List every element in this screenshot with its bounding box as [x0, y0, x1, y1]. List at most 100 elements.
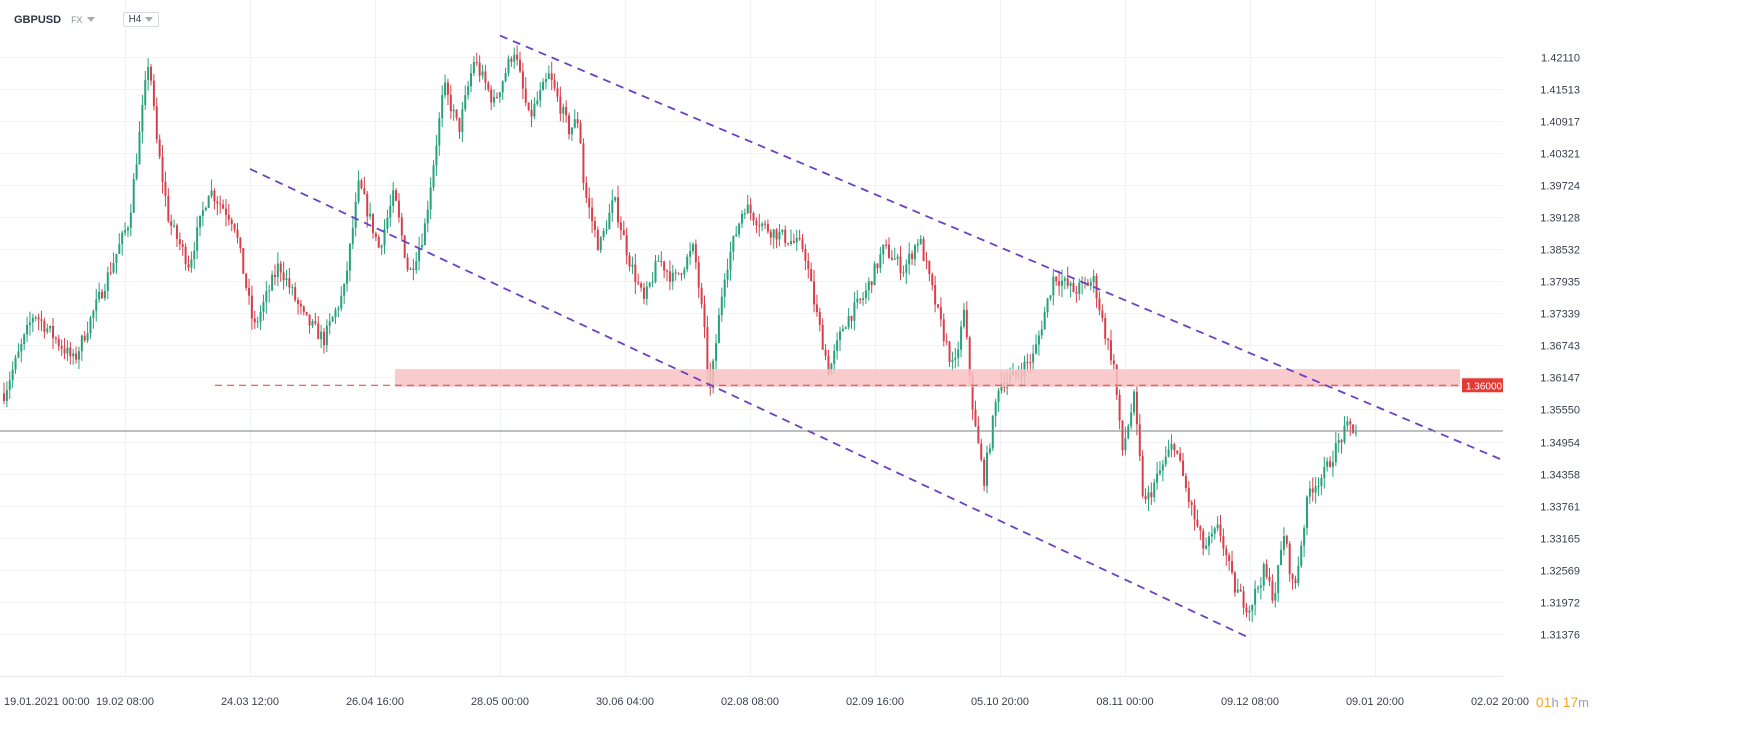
candle-body	[1098, 298, 1101, 311]
candle-body	[879, 254, 882, 269]
candle-body	[1259, 585, 1262, 588]
candle-body	[885, 244, 888, 246]
candle-body	[772, 229, 775, 238]
candle-body	[1153, 482, 1156, 498]
candle-body	[409, 268, 412, 270]
candle-body	[109, 272, 112, 274]
candle-body	[464, 95, 467, 110]
candle-body	[625, 235, 628, 256]
x-tick-label: 09.01 20:00	[1346, 696, 1404, 708]
candle-body	[1346, 421, 1349, 426]
candle-body	[23, 334, 26, 345]
candle-body	[732, 236, 735, 252]
candle-body	[472, 62, 475, 74]
candle-body	[248, 287, 251, 296]
candle-body	[608, 212, 611, 230]
candle-body	[331, 317, 334, 322]
candle-body	[219, 203, 222, 205]
candle-body	[870, 281, 873, 286]
candle-body	[461, 109, 464, 133]
candle-body	[743, 213, 746, 215]
candle-body	[648, 283, 651, 287]
candle-body	[1271, 581, 1274, 601]
candle-body	[833, 350, 836, 364]
candle-body	[478, 62, 481, 76]
candle-body	[945, 340, 948, 342]
x-tick-label: 28.05 00:00	[471, 696, 529, 708]
candle-body	[262, 301, 265, 312]
candle-body	[351, 227, 354, 244]
candle-body	[276, 263, 279, 277]
candle-body	[190, 259, 193, 268]
candle-body	[691, 244, 694, 252]
x-tick-label: 02.02 20:00	[1471, 696, 1529, 708]
candle-countdown: 01h 17m	[1536, 694, 1589, 710]
candle-body	[354, 201, 357, 228]
candle-body	[1158, 470, 1161, 474]
candle-body	[1222, 536, 1225, 549]
candle-body	[1239, 589, 1242, 592]
candle-body	[1052, 276, 1055, 296]
candle-body	[1167, 449, 1170, 457]
candle-body	[893, 258, 896, 260]
candle-body	[1092, 276, 1095, 283]
candle-body	[475, 62, 478, 64]
x-tick-label: 19.01.2021 00:00	[4, 696, 90, 708]
candle-body	[412, 268, 415, 271]
candle-body	[749, 204, 752, 214]
candle-body	[838, 331, 841, 341]
candle-body	[470, 73, 473, 87]
x-tick-label: 02.09 16:00	[846, 696, 904, 708]
candle-body	[605, 229, 608, 231]
candle-body	[314, 321, 317, 324]
countdown-hours: 01	[1535, 694, 1552, 710]
candle-body	[170, 221, 173, 226]
candle-body	[660, 260, 663, 262]
candle-body	[196, 227, 199, 251]
exchange-selector[interactable]: FX	[71, 15, 95, 25]
candle-body	[57, 338, 60, 346]
candle-body	[152, 80, 155, 107]
candle-body	[135, 164, 138, 179]
candle-body	[1314, 486, 1317, 493]
candle-body	[406, 257, 409, 270]
candle-body	[129, 212, 132, 229]
candle-body	[565, 107, 568, 116]
countdown-hours-unit: h	[1551, 695, 1559, 710]
candle-body	[259, 311, 262, 322]
candle-body	[873, 263, 876, 286]
candle-body	[640, 283, 643, 288]
candle-body	[533, 103, 536, 117]
candle-body	[498, 92, 501, 98]
candle-body	[103, 290, 106, 299]
candle-body	[1135, 391, 1138, 425]
candle-body	[971, 376, 974, 410]
candle-body	[1274, 593, 1277, 601]
candle-body	[112, 262, 115, 273]
candle-body	[1228, 555, 1231, 562]
y-tick-label: 1.39724	[1540, 181, 1580, 193]
countdown-minutes-unit: m	[1578, 695, 1589, 710]
candle-body	[308, 314, 311, 326]
candle-body	[568, 115, 571, 135]
candle-body	[95, 299, 98, 312]
timeframe-selector[interactable]: H4	[122, 12, 160, 27]
candle-body	[34, 317, 37, 319]
candle-body	[766, 224, 769, 232]
candle-body	[1343, 425, 1346, 443]
candle-body	[1107, 338, 1110, 341]
candle-body	[1207, 536, 1210, 546]
candle-body	[233, 223, 236, 230]
candle-body	[1317, 485, 1320, 487]
candle-body	[181, 244, 184, 247]
candle-body	[1331, 462, 1334, 467]
candle-body	[738, 223, 741, 235]
candle-body	[164, 181, 167, 196]
candle-body	[403, 235, 406, 258]
candle-body	[536, 100, 539, 104]
candle-body	[28, 322, 31, 325]
candle-body	[1190, 502, 1193, 505]
